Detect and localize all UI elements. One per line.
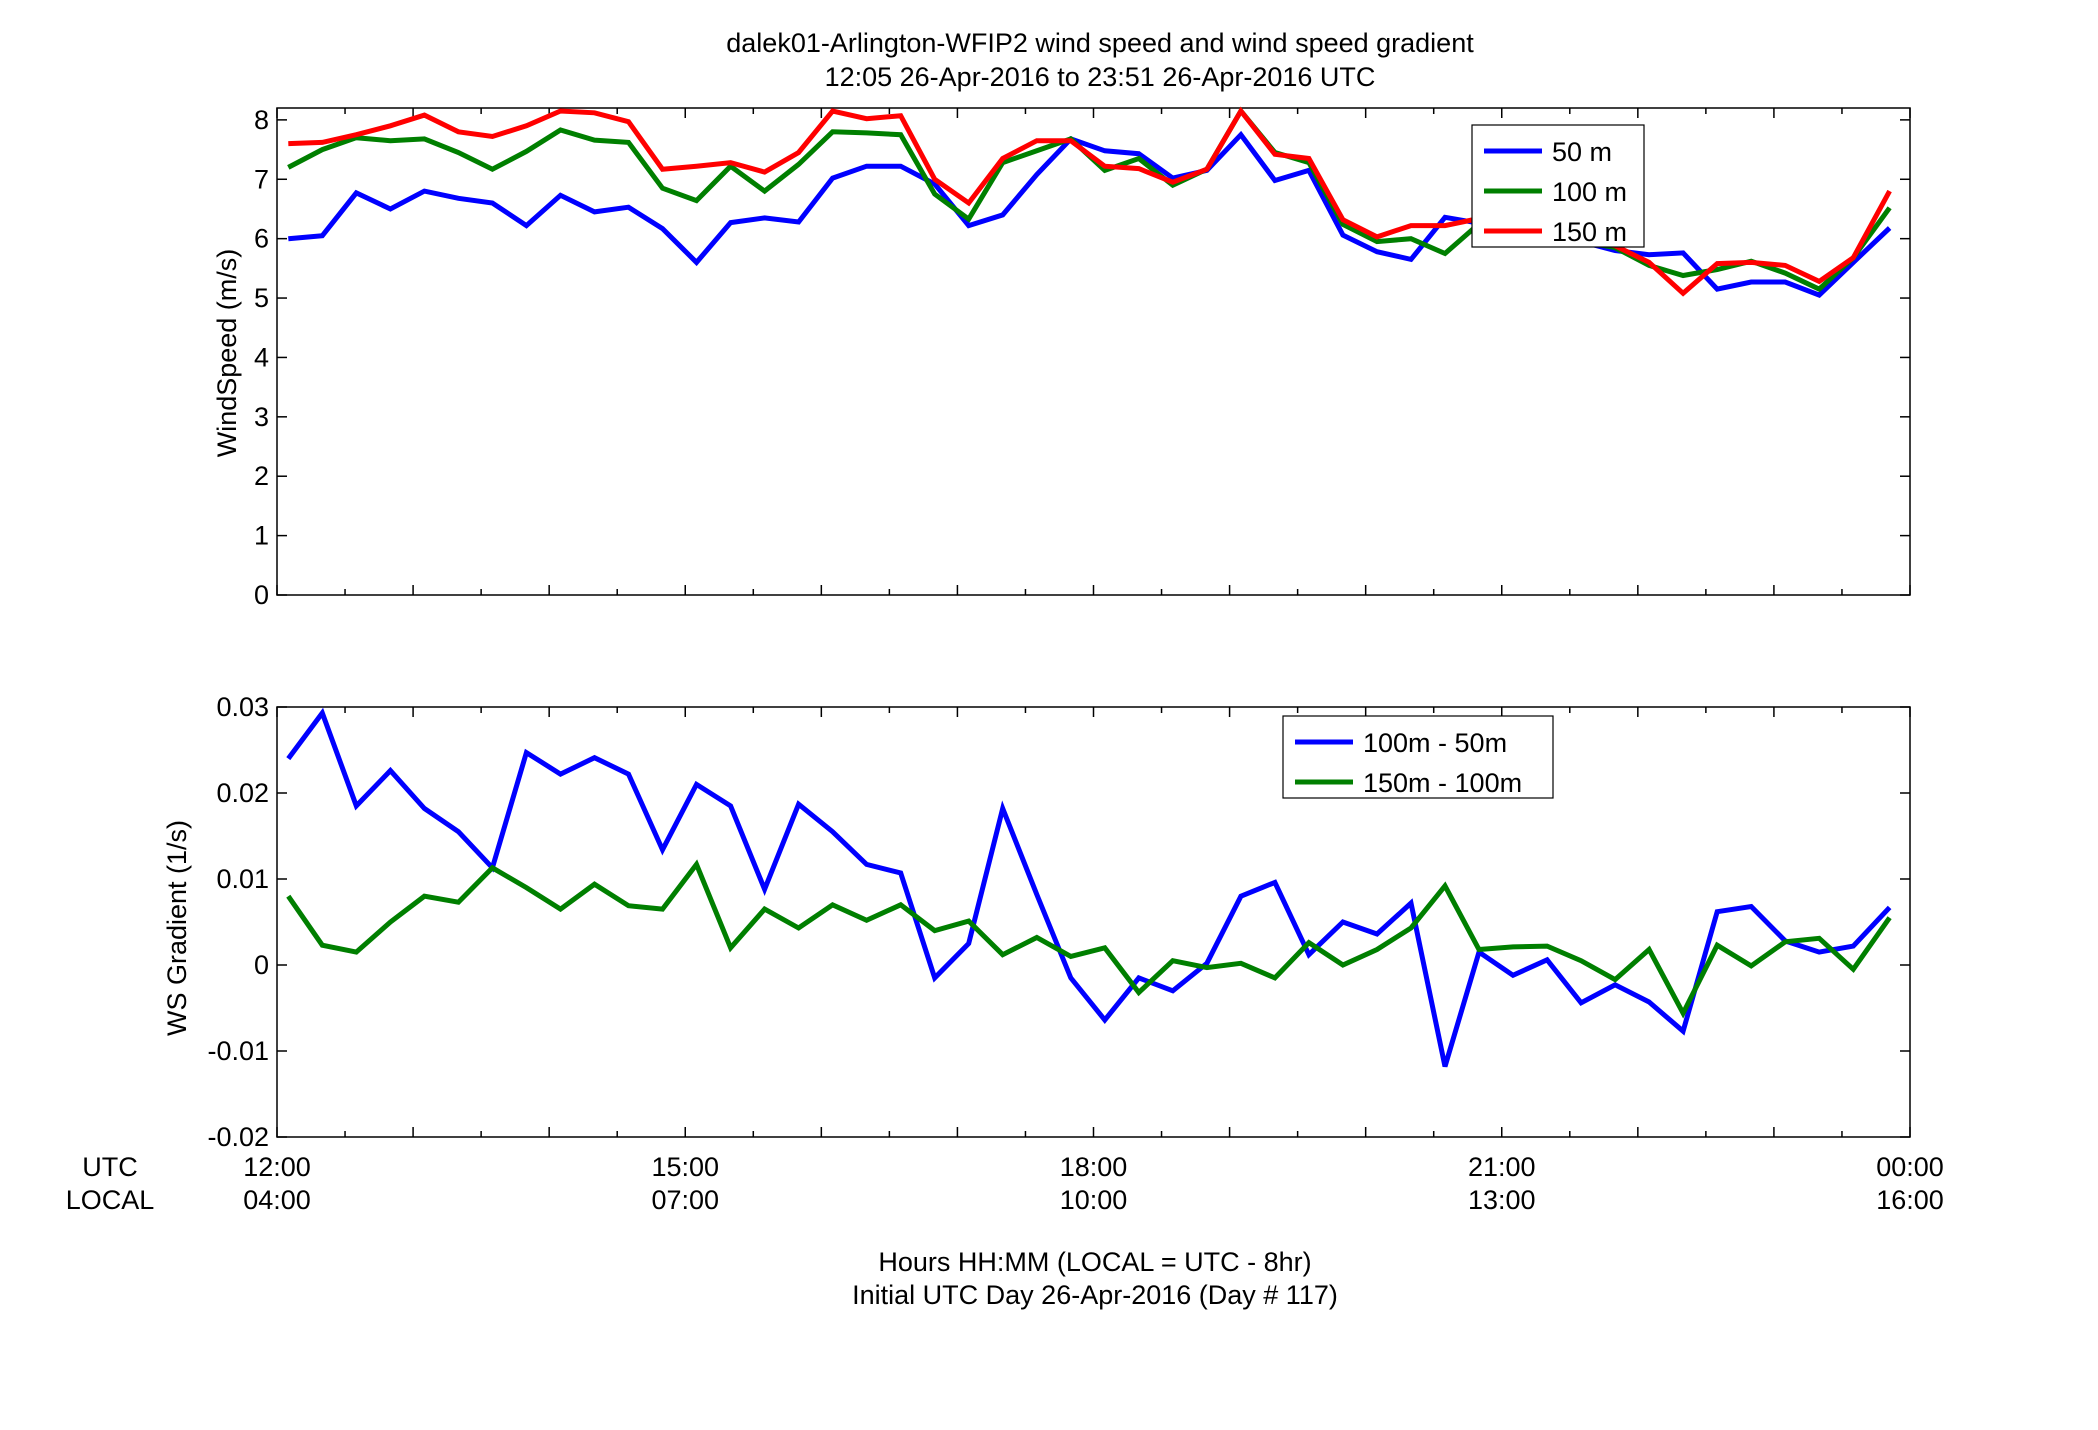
top-legend-box [1471, 124, 1645, 248]
top-y-tick-label: 0 [254, 580, 269, 610]
chart-subtitle: 12:05 26-Apr-2016 to 23:51 26-Apr-2016 U… [825, 62, 1376, 92]
x-axis-label: Hours HH:MM (LOCAL = UTC - 8hr) [878, 1247, 1311, 1277]
local-row-label: LOCAL [66, 1185, 155, 1215]
x-tick-label-local: 13:00 [1468, 1185, 1536, 1215]
top-plot-frame [276, 107, 1911, 596]
top-y-tick-label: 5 [254, 283, 269, 313]
x-tick-label-utc: 21:00 [1468, 1152, 1536, 1182]
top-legend-label: 50 m [1552, 137, 1612, 167]
bottom-y-tick-label: -0.01 [207, 1036, 269, 1066]
bottom-y-axis-label: WS Gradient (1/s) [162, 820, 192, 1036]
top-y-tick-label: 3 [254, 402, 269, 432]
bottom-y-tick-label: 0.03 [216, 692, 269, 722]
x-tick-label-local: 04:00 [243, 1185, 311, 1215]
bottom-legend-label: 100m - 50m [1363, 728, 1507, 758]
top-y-tick-label: 4 [254, 342, 269, 372]
utc-row-label: UTC [82, 1152, 138, 1182]
bottom-y-tick-label: 0 [254, 950, 269, 980]
x-tick-label-local: 16:00 [1876, 1185, 1944, 1215]
bottom-y-tick-label: -0.02 [207, 1122, 269, 1152]
top-legend-label: 150 m [1552, 217, 1627, 247]
top-y-tick-label: 2 [254, 461, 269, 491]
x-tick-label-utc: 15:00 [651, 1152, 719, 1182]
plot-layer: 0 1 2 3 4 5 6 7 8 50 m 100 m 150 m -0.02 -0.01 0 0.01 0.… [207, 105, 1943, 1215]
x-tick-label-local: 07:00 [651, 1185, 719, 1215]
bottom-legend-label: 150m - 100m [1363, 768, 1522, 798]
top-y-tick-label: 8 [254, 105, 269, 135]
top-y-tick-label: 6 [254, 224, 269, 254]
chart-title: dalek01-Arlington-WFIP2 wind speed and w… [726, 28, 1474, 58]
x-tick-label-utc: 18:00 [1060, 1152, 1128, 1182]
top-legend-label: 100 m [1552, 177, 1627, 207]
top-y-tick-label: 7 [254, 164, 269, 194]
top-y-tick-label: 1 [254, 521, 269, 551]
bottom-series-line-1 [286, 707, 1892, 1068]
top-y-axis-label: WindSpeed (m/s) [212, 249, 242, 458]
x-tick-label-local: 10:00 [1060, 1185, 1128, 1215]
bottom-y-tick-label: 0.01 [216, 864, 269, 894]
x-axis-sublabel: Initial UTC Day 26-Apr-2016 (Day # 117) [852, 1280, 1338, 1310]
x-tick-label-utc: 12:00 [243, 1152, 311, 1182]
bottom-y-tick-label: 0.02 [216, 778, 269, 808]
top-series-line-3 [288, 106, 1892, 297]
x-tick-label-utc: 00:00 [1876, 1152, 1944, 1182]
bottom-series-line-2 [286, 859, 1892, 1019]
